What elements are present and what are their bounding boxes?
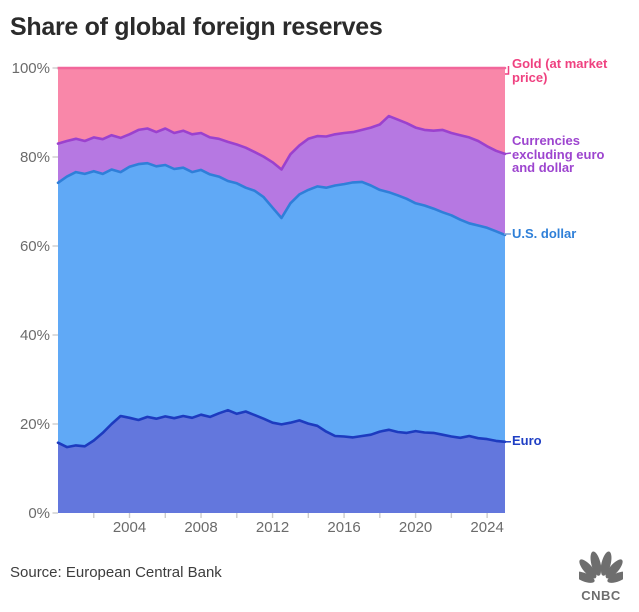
x-axis-label-2016: 2016: [327, 519, 361, 536]
x-axis-label-2012: 2012: [255, 519, 290, 536]
leader-currencies: [503, 152, 512, 155]
y-axis-label-100: 100%: [11, 60, 50, 77]
legend-label-us-dollar: U.S. dollar: [512, 226, 577, 241]
boundary-line-currencies-excluding-euro-and-dollar: [56, 114, 507, 171]
legend-label-euro: Euro: [512, 433, 542, 448]
source-note: Source: European Central Bank: [10, 564, 222, 581]
y-axis-label-80: 80%: [19, 149, 50, 166]
legend-label-currencies-excl: Currencies excluding euro and dollar: [512, 133, 605, 175]
cnbc-logo: CNBC: [573, 551, 629, 603]
page-title: Share of global foreign reserves: [10, 13, 383, 41]
area-euro: [58, 410, 505, 513]
boundary-line-u-s-dollar: [56, 161, 507, 237]
cnbc-peacock-icon: [573, 551, 629, 584]
y-axis-label-0: 0%: [28, 505, 50, 522]
legend-label-gold: Gold (at market price): [512, 56, 608, 85]
y-axis-label-60: 60%: [19, 238, 50, 255]
x-axis-label-2024: 2024: [470, 519, 504, 536]
y-axis-label-40: 40%: [19, 327, 50, 344]
x-axis-label-2020: 2020: [398, 519, 433, 536]
x-axis-label-2004: 2004: [112, 519, 147, 536]
boundary-line-euro: [56, 408, 507, 449]
cnbc-logo-text: CNBC: [581, 588, 621, 603]
y-axis-label-20: 20%: [19, 416, 50, 433]
leader-gold: [505, 66, 510, 75]
x-axis-label-2008: 2008: [184, 519, 218, 536]
